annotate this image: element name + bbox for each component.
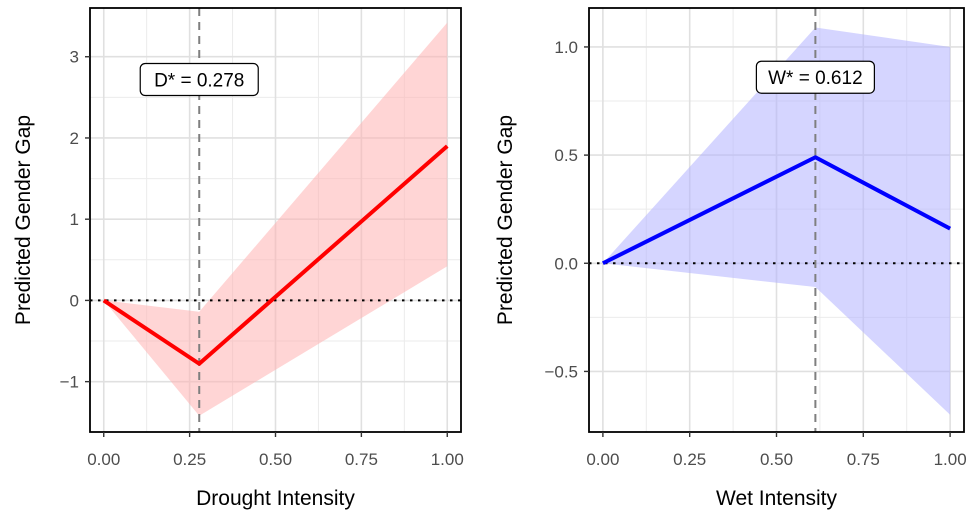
annotation-label: W* = 0.612 — [768, 68, 863, 89]
confidence-band — [602, 27, 951, 415]
y-tick-label: 1.0 — [554, 38, 578, 57]
y-tick-label: 2 — [70, 129, 79, 148]
x-tick-label: 1.00 — [934, 450, 967, 469]
x-tick-label: 0.50 — [760, 450, 793, 469]
annotation-label: D* = 0.278 — [154, 70, 244, 91]
x-tick-label: 1.00 — [431, 450, 464, 469]
y-axis-title: Predicted Gender Gap — [12, 115, 35, 325]
x-tick-label: 0.50 — [259, 450, 292, 469]
x-tick-label: 0.00 — [586, 450, 619, 469]
panel-1: D* = 0.278 0.00 0.25 0.50 0.75 1.00 −1 0 1 2 3 Drou… — [12, 7, 464, 510]
panel-2: W* = 0.612 0.00 0.25 0.50 0.75 1.00 −0.5 0.0 0.5… — [494, 7, 967, 510]
y-tick-label: 1 — [70, 210, 79, 229]
threshold-annotation: D* = 0.278 — [139, 62, 259, 97]
y-tick-label: 3 — [70, 48, 79, 67]
confidence-band — [103, 22, 448, 416]
prediction-line — [102, 144, 449, 366]
x-axis-title: Wet Intensity — [716, 487, 837, 510]
annotation-box — [755, 60, 875, 94]
x-tick-label: 0.25 — [173, 450, 206, 469]
y-tick-label: 0 — [70, 291, 79, 310]
y-tick-label: 0.0 — [554, 254, 578, 273]
prediction-line — [601, 155, 952, 266]
x-tick-label: 0.25 — [673, 450, 706, 469]
y-tick-label: 0.5 — [554, 146, 578, 165]
annotation-box — [139, 62, 259, 97]
y-tick-label: −0.5 — [544, 362, 578, 381]
threshold-annotation: W* = 0.612 — [755, 60, 875, 94]
y-tick-label: −1 — [60, 373, 79, 392]
x-tick-label: 0.75 — [847, 450, 880, 469]
y-axis-title: Predicted Gender Gap — [494, 115, 517, 325]
x-tick-label: 0.00 — [87, 450, 120, 469]
x-axis-title: Drought Intensity — [196, 487, 355, 510]
x-tick-label: 0.75 — [345, 450, 378, 469]
